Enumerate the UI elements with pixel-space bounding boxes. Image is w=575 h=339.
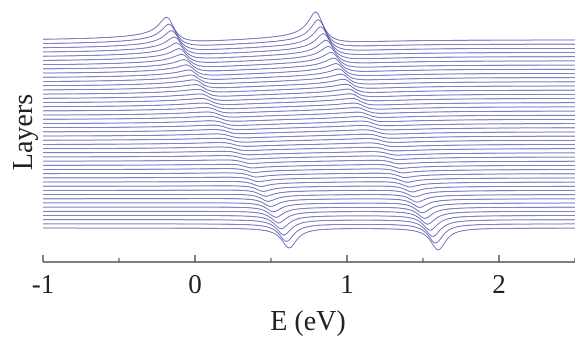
layer-curve xyxy=(43,46,575,64)
layer-curve xyxy=(43,98,575,106)
x-tick-label: 0 xyxy=(188,269,202,299)
layer-curve xyxy=(43,155,575,160)
layer-curve xyxy=(43,181,575,188)
layer-curve xyxy=(43,159,575,165)
layer-curve xyxy=(43,83,575,93)
layer-curve xyxy=(43,124,575,131)
layer-curve xyxy=(43,202,575,214)
x-axis-label: E (eV) xyxy=(270,306,345,337)
layer-curve xyxy=(43,150,575,156)
layer-curve xyxy=(43,215,575,231)
layer-curve xyxy=(43,198,575,208)
layer-curve xyxy=(42,68,575,81)
layer-curve xyxy=(42,107,575,114)
layer-curve xyxy=(43,26,575,51)
layer-curve xyxy=(43,146,575,152)
layer-curve xyxy=(43,142,575,147)
layer-curve xyxy=(43,210,575,225)
layer-curve xyxy=(43,102,575,110)
layer-curve xyxy=(43,168,575,174)
layer-curve xyxy=(43,120,575,127)
layer-curve xyxy=(43,19,575,47)
layer-curve xyxy=(43,39,575,59)
y-axis-label: Layers xyxy=(8,94,39,170)
layer-curve xyxy=(43,172,575,178)
layer-curve xyxy=(43,163,575,169)
x-axis-ticks: -1 0 1 2 xyxy=(32,255,575,299)
x-tick-label: -1 xyxy=(32,269,55,299)
layer-curve xyxy=(43,189,575,198)
layer-curve xyxy=(43,219,575,237)
layer-curve xyxy=(43,93,575,102)
layer-curve xyxy=(43,63,575,76)
layer-curve xyxy=(43,137,575,143)
layer-curve xyxy=(43,11,575,42)
layer-curve xyxy=(43,129,575,135)
layer-curve xyxy=(42,33,575,55)
layer-curve xyxy=(43,111,575,118)
layer-curve xyxy=(43,185,575,193)
layer-curve xyxy=(43,206,575,219)
layer-curve xyxy=(43,116,575,122)
layer-curve xyxy=(43,223,575,244)
layer-curve xyxy=(43,176,575,183)
layer-curve xyxy=(43,227,575,251)
layer-curve xyxy=(43,133,575,139)
x-tick-label: 1 xyxy=(340,269,354,299)
layer-curve xyxy=(43,52,575,68)
x-tick-label: 2 xyxy=(492,269,506,299)
layer-curve xyxy=(43,78,575,89)
layer-curve xyxy=(43,194,575,203)
layer-curve xyxy=(43,88,575,97)
layer-curves xyxy=(42,11,575,251)
layer-curve xyxy=(43,57,575,72)
layer-curve xyxy=(43,73,575,85)
